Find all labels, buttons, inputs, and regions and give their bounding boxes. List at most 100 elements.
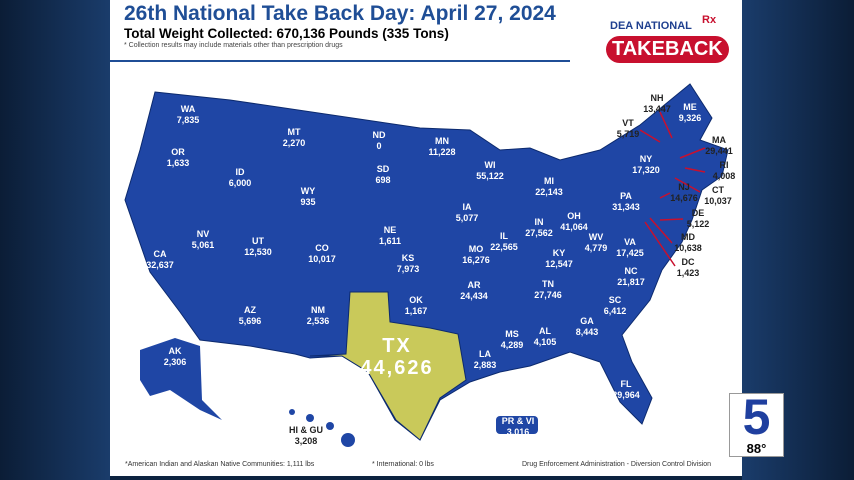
state-label-ga: GA 8,443 — [576, 316, 599, 338]
title-divider — [110, 60, 570, 62]
state-label-ut: UT 12,530 — [244, 236, 272, 258]
state-abbr: AZ — [244, 305, 256, 315]
state-label-wv: WV 4,779 — [585, 232, 608, 254]
state-abbr: MI — [544, 176, 554, 186]
state-abbr: KY — [552, 248, 566, 258]
state-abbr: DC — [681, 257, 695, 267]
state-label-md: MD 10,638 — [674, 232, 702, 254]
state-value: 24,434 — [460, 291, 488, 301]
state-label-dc: DC 1,423 — [677, 257, 700, 279]
state-label-or: OR 1,633 — [167, 147, 190, 169]
state-value: 22,565 — [490, 242, 518, 252]
state-value: 4,008 — [712, 171, 736, 181]
state-value: 5,122 — [686, 219, 710, 229]
state-abbr: NH — [650, 93, 664, 103]
footer-dea-division: Drug Enforcement Administration - Divers… — [522, 461, 712, 468]
state-abbr: HI & GU — [288, 425, 324, 435]
state-value: 1,633 — [166, 158, 190, 168]
state-abbr: PR & VI — [501, 416, 535, 426]
state-label-nm: NM 2,536 — [307, 305, 330, 327]
state-abbr: IA — [462, 202, 472, 212]
state-value: 5,719 — [616, 129, 640, 139]
state-abbr: WV — [588, 232, 604, 242]
leader-lines — [639, 111, 706, 267]
state-value: 12,530 — [244, 247, 272, 257]
state-abbr: MS — [505, 329, 519, 339]
state-abbr: MO — [468, 244, 484, 254]
state-abbr: TX — [382, 335, 412, 357]
state-abbr: AL — [539, 326, 551, 336]
dea-takeback-logo: DEA NATIONAL Rx TAKEBACK — [604, 14, 729, 72]
state-abbr: WY — [300, 186, 316, 196]
state-label-ms: MS 4,289 — [501, 329, 524, 351]
state-abbr: GA — [580, 316, 594, 326]
state-label-ny: NY 17,320 — [632, 154, 660, 176]
state-value: 27,746 — [534, 290, 562, 300]
state-value: 2,536 — [306, 316, 330, 326]
state-value: 22,143 — [535, 187, 563, 197]
state-label-la: LA 2,883 — [474, 349, 497, 371]
footer-international: * International: 0 lbs — [372, 461, 434, 468]
texas-shape — [309, 291, 467, 441]
state-abbr: TN — [542, 279, 554, 289]
state-value: 935 — [300, 197, 316, 207]
state-abbr: SC — [608, 295, 622, 305]
state-value: 17,425 — [616, 248, 644, 258]
state-label-nh: NH 13,447 — [643, 93, 671, 115]
state-label-ri: RI 4,008 — [713, 160, 736, 182]
state-value: 10,638 — [674, 243, 702, 253]
state-abbr: ND — [372, 130, 386, 140]
state-value: 6,000 — [228, 178, 252, 188]
state-label-ia: IA 5,077 — [456, 202, 479, 224]
state-value: 11,228 — [428, 147, 456, 157]
state-value: 29,441 — [705, 146, 733, 156]
state-label-az: AZ 5,696 — [239, 305, 262, 327]
state-abbr: CA — [153, 249, 167, 259]
state-value: 44,626 — [360, 357, 434, 379]
state-label-ct: CT 10,037 — [704, 185, 732, 207]
state-value: 12,547 — [545, 259, 573, 269]
page-title: 26th National Take Back Day: April 27, 2… — [124, 2, 556, 25]
state-abbr: FL — [620, 379, 632, 389]
state-abbr: SD — [376, 164, 390, 174]
total-weight: Total Weight Collected: 670,136 Pounds (… — [124, 26, 449, 41]
state-abbr: IN — [534, 217, 544, 227]
state-value: 3,208 — [294, 436, 318, 446]
state-abbr: OR — [171, 147, 185, 157]
state-value: 1,611 — [378, 236, 402, 246]
channel-bug: 5 88° — [729, 389, 784, 457]
state-value: 2,883 — [473, 360, 497, 370]
state-value: 14,676 — [670, 193, 698, 203]
state-abbr: WI — [484, 160, 496, 170]
state-value: 4,779 — [584, 243, 608, 253]
state-value: 0 — [376, 141, 382, 151]
state-label-tx: TX 44,626 — [360, 335, 433, 379]
state-value: 7,835 — [176, 115, 200, 125]
state-abbr: WA — [180, 104, 196, 114]
state-value: 8,443 — [575, 327, 599, 337]
state-label-mi: MI 22,143 — [535, 176, 563, 198]
state-label-il: IL 22,565 — [490, 231, 518, 253]
state-label-va: VA 17,425 — [616, 237, 644, 259]
state-value: 3,016 — [506, 427, 530, 437]
us-mainland-shape — [124, 83, 729, 441]
state-label-tn: TN 27,746 — [534, 279, 562, 301]
state-abbr: KS — [401, 253, 415, 263]
broadcast-background-left — [0, 0, 110, 480]
state-value: 9,326 — [678, 113, 702, 123]
state-label-nc: NC 21,817 — [617, 266, 645, 288]
state-label-vt: VT 5,719 — [617, 118, 640, 140]
state-label-wa: WA 7,835 — [177, 104, 200, 126]
state-label-mo: MO 16,276 — [462, 244, 490, 266]
state-label-nj: NJ 14,676 — [670, 182, 698, 204]
state-value: 10,017 — [308, 254, 336, 264]
state-value: 16,276 — [462, 255, 490, 265]
state-label-ks: KS 7,973 — [397, 253, 420, 275]
state-label-ma: MA 29,441 — [705, 135, 733, 157]
state-abbr: NM — [311, 305, 325, 315]
state-value: 1,423 — [676, 268, 700, 278]
state-label-ak: AK 2,306 — [164, 346, 187, 368]
rx-icon: Rx — [702, 14, 717, 26]
state-abbr: MN — [435, 136, 449, 146]
